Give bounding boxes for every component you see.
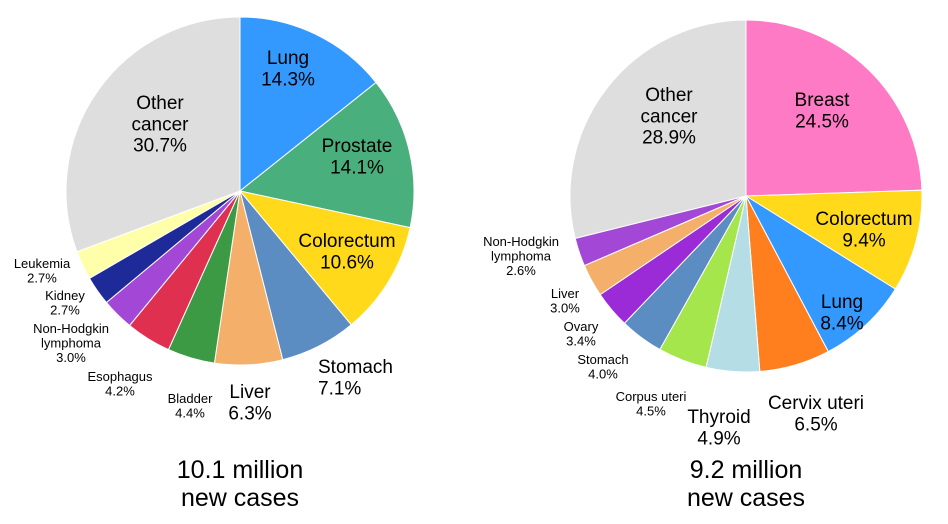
- slice-label-esophagus: Esophagus 4.2%: [87, 369, 153, 399]
- caption-line: 9.2 million: [690, 456, 803, 484]
- pie-chart-right: Breast 24.5% Colorectum 9.4% Lung 8.4% Cervix …: [483, 19, 923, 512]
- slice-label-lung: Lung 8.4%: [820, 292, 863, 334]
- caption-line: 10.1 million: [177, 456, 303, 484]
- pie-slice-colorectum: [238, 190, 411, 326]
- slice-label-non-hodgkin-lymphoma: Non-Hodgkin lymphoma 3.0%: [33, 321, 109, 365]
- slice-label-liver: Liver 3.0%: [550, 286, 580, 316]
- slice-label-cervix-uteri: Cervix uteri 6.5%: [768, 393, 864, 435]
- pie-chart-left: Lung 14.3% Prostate 14.1% Colorectum 10.6% Sto…: [14, 16, 415, 512]
- slice-label-leukemia: Leukemia 2.7%: [14, 256, 71, 286]
- slice-label-breast: Breast 24.5%: [795, 90, 851, 132]
- slice-label-lung: Lung 14.3%: [261, 48, 315, 90]
- pie-slice-other-cancer: [65, 16, 241, 253]
- slice-label-bladder: Bladder 4.4%: [168, 391, 213, 421]
- slice-label-liver: Liver 6.3%: [228, 382, 271, 424]
- slice-label-stomach: Stomach 4.0%: [577, 352, 628, 382]
- slice-label-colorectum: Colorectum 10.6%: [298, 231, 395, 273]
- pie-slice-prostate: [238, 81, 415, 229]
- slice-label-kidney: Kidney 2.7%: [45, 288, 85, 318]
- pie-slice-other-cancer: [569, 19, 747, 239]
- pie-slices: [569, 19, 923, 373]
- slice-label-non-hodgkin-lymphoma: Non-Hodgkin lymphoma 2.6%: [483, 234, 559, 278]
- pie-slice-breast: [745, 19, 923, 197]
- slice-labels: Breast 24.5% Colorectum 9.4% Lung 8.4% Cervix …: [483, 85, 913, 449]
- pie-slice-lung: [744, 194, 897, 353]
- slice-label-other-cancer: Other cancer 28.9%: [640, 85, 698, 149]
- slice-labels: Lung 14.3% Prostate 14.1% Colorectum 10.6% Sto…: [14, 48, 396, 424]
- slice-label-colorectum: Colorectum 9.4%: [815, 209, 912, 251]
- pie-slice-colorectum: [744, 189, 923, 290]
- caption-line: new cases: [687, 484, 805, 512]
- slice-label-thyroid: Thyroid 4.9%: [687, 407, 750, 449]
- caption-line: new cases: [181, 484, 299, 512]
- slice-label-prostate: Prostate 14.1%: [322, 136, 393, 178]
- slice-label-corpus-uteri: Corpus uteri 4.5%: [616, 389, 687, 419]
- pie-slices: [65, 16, 415, 366]
- slice-label-stomach: Stomach 7.1%: [318, 357, 393, 399]
- slice-label-other-cancer: Other cancer 30.7%: [131, 93, 189, 157]
- slice-label-ovary: Ovary 3.4%: [564, 319, 599, 349]
- pie-slice-lung: [239, 16, 377, 193]
